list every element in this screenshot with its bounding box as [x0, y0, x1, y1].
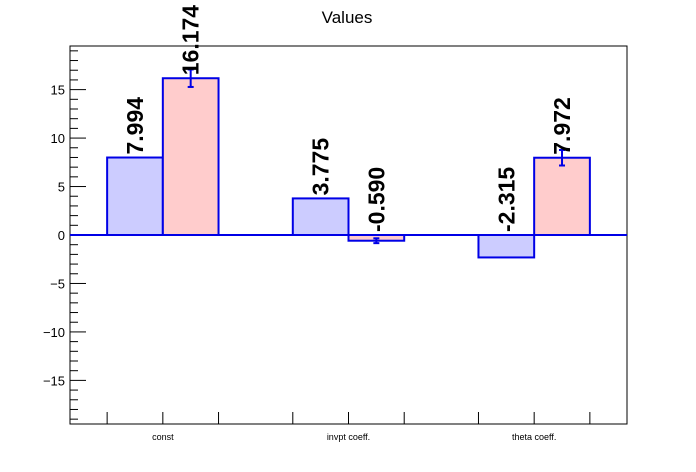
data-label: 16.174: [178, 5, 204, 76]
data-labels: 7.994 3.775 -2.315 16.174 -0.590 7.972: [122, 5, 575, 232]
x-axis: const invpt coeff. theta coeff.: [106, 412, 591, 442]
y-tick-label: 5: [58, 180, 65, 195]
bar: [161, 77, 220, 236]
data-label: 7.972: [549, 97, 575, 155]
y-tick-label: 0: [58, 228, 65, 243]
data-label: -0.590: [363, 167, 389, 232]
y-tick-label: −5: [50, 276, 65, 291]
x-category-label: invpt coeff.: [327, 432, 370, 442]
bars: [70, 68, 627, 259]
data-label: 3.775: [308, 138, 334, 196]
y-tick-label: −15: [43, 373, 65, 388]
y-tick-label: 15: [51, 83, 65, 98]
chart-title: Values: [322, 8, 373, 27]
data-label: 7.994: [122, 97, 148, 155]
x-category-label: theta coeff.: [512, 432, 556, 442]
data-label: -2.315: [493, 167, 519, 232]
bar: [291, 197, 350, 237]
x-category-label: const: [152, 432, 174, 442]
y-tick-label: −10: [43, 325, 65, 340]
y-axis: −15 −10 −5 0 5 10 15: [43, 50, 86, 420]
bar: [533, 156, 591, 236]
bar: [106, 156, 164, 237]
bar: [477, 234, 536, 259]
y-tick-label: 10: [51, 131, 65, 146]
